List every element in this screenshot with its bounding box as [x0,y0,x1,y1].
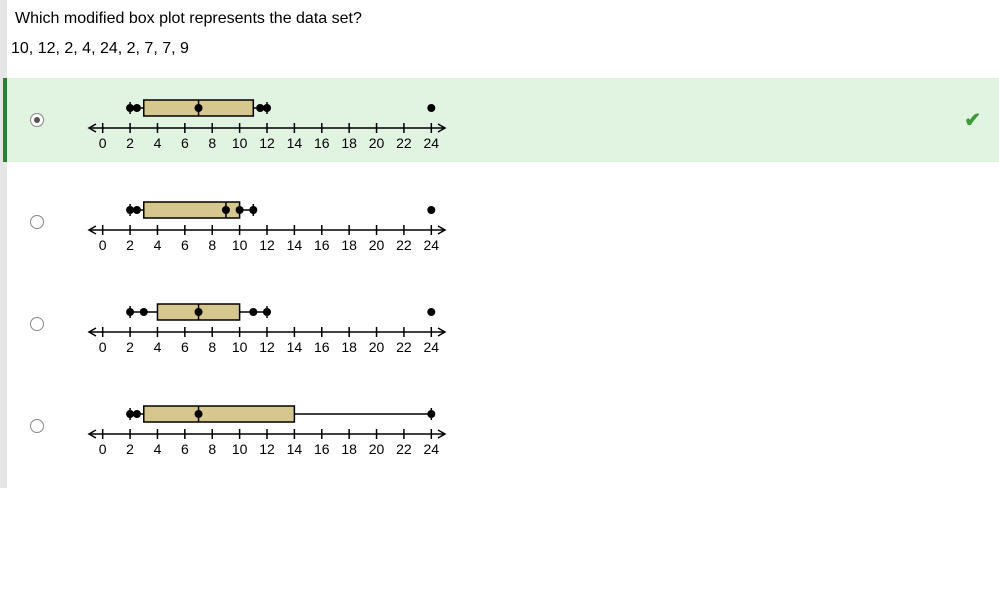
svg-text:14: 14 [287,339,303,355]
svg-text:20: 20 [369,237,385,253]
radio-cell [7,419,67,433]
svg-text:12: 12 [259,135,275,151]
svg-text:2: 2 [126,441,134,457]
data-set-text: 10, 12, 2, 4, 24, 2, 7, 7, 9 [7,36,999,78]
svg-text:2: 2 [126,237,134,253]
boxplot-svg: 024681012141618202224 [67,84,467,156]
svg-text:20: 20 [369,441,385,457]
svg-text:14: 14 [287,441,303,457]
boxplot-svg: 024681012141618202224 [67,390,467,462]
svg-text:4: 4 [154,237,162,253]
svg-text:12: 12 [259,339,275,355]
svg-text:0: 0 [99,237,107,253]
svg-text:18: 18 [341,135,357,151]
svg-text:16: 16 [314,135,330,151]
svg-text:6: 6 [181,339,189,355]
option-row[interactable]: 024681012141618202224 [7,384,999,468]
svg-text:24: 24 [424,135,440,151]
boxplot-svg: 024681012141618202224 [67,186,467,258]
svg-text:16: 16 [314,339,330,355]
options-list: 024681012141618202224 ✔ 0246810121416182… [7,78,999,468]
boxplot-svg: 024681012141618202224 [67,288,467,360]
radio-button[interactable] [30,215,44,229]
svg-text:0: 0 [99,441,107,457]
svg-text:8: 8 [208,339,216,355]
svg-text:16: 16 [314,237,330,253]
svg-text:14: 14 [287,135,303,151]
svg-text:0: 0 [99,339,107,355]
svg-text:8: 8 [208,135,216,151]
radio-cell [7,113,67,127]
svg-text:8: 8 [208,237,216,253]
svg-text:18: 18 [341,339,357,355]
svg-text:2: 2 [126,339,134,355]
question-text: Which modified box plot represents the d… [7,0,999,36]
svg-text:14: 14 [287,237,303,253]
svg-text:8: 8 [208,441,216,457]
svg-text:10: 10 [232,135,248,151]
svg-text:24: 24 [424,339,440,355]
svg-text:22: 22 [396,441,412,457]
svg-text:4: 4 [154,135,162,151]
correct-check-icon: ✔ [964,108,981,133]
boxplot-option: 024681012141618202224 [67,84,467,156]
option-row[interactable]: 024681012141618202224 [7,282,999,366]
svg-text:6: 6 [181,135,189,151]
svg-text:16: 16 [314,441,330,457]
svg-text:2: 2 [126,135,134,151]
svg-text:24: 24 [424,441,440,457]
svg-text:0: 0 [99,135,107,151]
svg-text:10: 10 [232,339,248,355]
svg-text:10: 10 [232,441,248,457]
boxplot-option: 024681012141618202224 [67,288,467,360]
svg-text:4: 4 [154,441,162,457]
svg-text:24: 24 [424,237,440,253]
svg-text:10: 10 [232,237,248,253]
svg-text:22: 22 [396,135,412,151]
radio-cell [7,317,67,331]
svg-text:6: 6 [181,237,189,253]
option-row[interactable]: 024681012141618202224 ✔ [3,78,999,162]
radio-cell [7,215,67,229]
radio-button[interactable] [30,317,44,331]
svg-text:20: 20 [369,339,385,355]
svg-text:18: 18 [341,237,357,253]
svg-text:18: 18 [341,441,357,457]
svg-text:12: 12 [259,441,275,457]
radio-button[interactable] [30,113,44,127]
content-area: Which modified box plot represents the d… [0,0,999,488]
svg-text:22: 22 [396,339,412,355]
radio-button[interactable] [30,419,44,433]
svg-text:4: 4 [154,339,162,355]
boxplot-option: 024681012141618202224 [67,186,467,258]
svg-text:20: 20 [369,135,385,151]
svg-text:6: 6 [181,441,189,457]
option-row[interactable]: 024681012141618202224 [7,180,999,264]
svg-text:22: 22 [396,237,412,253]
boxplot-option: 024681012141618202224 [67,390,467,462]
svg-text:12: 12 [259,237,275,253]
